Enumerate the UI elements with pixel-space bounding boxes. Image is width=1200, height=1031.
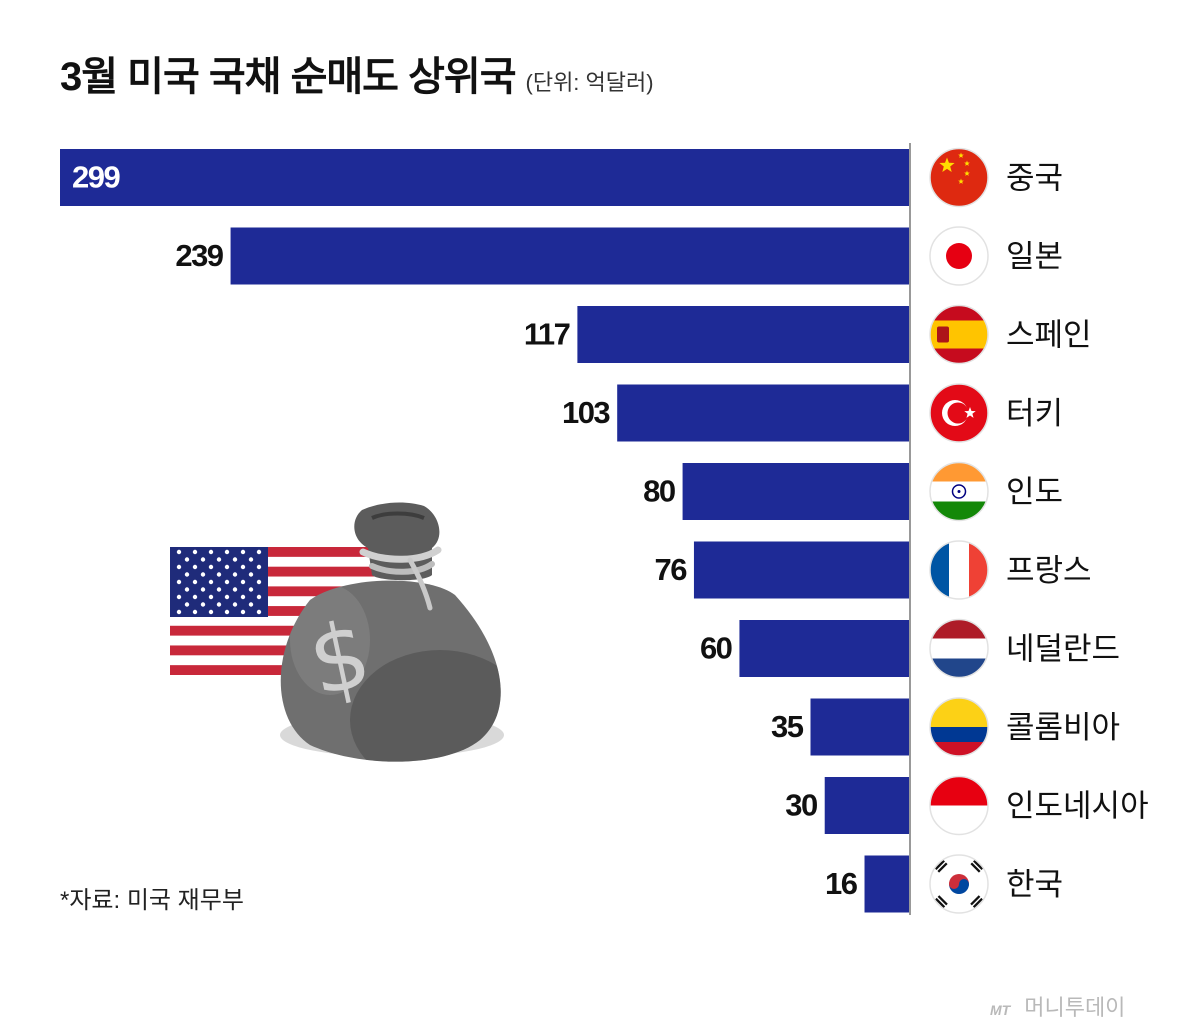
korea-flag: [929, 854, 989, 914]
country-label-6: 네덜란드: [1006, 632, 1120, 667]
france-flag: [929, 540, 989, 600]
indonesia-flag: [929, 775, 989, 836]
country-label-3: 터키: [1006, 396, 1063, 431]
country-label-2: 스페인: [1006, 318, 1092, 353]
source-note: *자료: 미국 재무부: [60, 887, 244, 914]
country-label-7: 콜롬비아: [1006, 710, 1120, 745]
india-flag: [929, 461, 989, 522]
bar-5: [693, 541, 910, 599]
value-label-7: 35: [771, 709, 804, 744]
value-label-0: 299: [72, 160, 120, 195]
netherlands-flag: [929, 618, 989, 679]
spain-flag: [929, 304, 989, 365]
bar-6: [739, 620, 910, 677]
country-label-9: 한국: [1006, 867, 1063, 902]
china-flag: [929, 147, 989, 208]
title-text: 3월 미국 국채 순매도 상위국: [60, 55, 516, 99]
watermark-name: 머니투데이: [1024, 995, 1126, 1020]
bar-7: [810, 698, 910, 756]
bar-2: [577, 306, 910, 363]
watermark: MT 머니투데이: [990, 990, 1125, 1022]
value-label-4: 80: [643, 474, 675, 509]
bar-4: [682, 463, 910, 520]
page-title: 3월 미국 국채 순매도 상위국 (단위: 억달러): [60, 44, 654, 102]
value-label-1: 239: [175, 238, 223, 273]
bar-3: [617, 384, 910, 442]
country-label-0: 중국: [1006, 161, 1063, 196]
money-bag-icon: $: [280, 502, 504, 762]
country-label-1: 일본: [1006, 239, 1063, 274]
value-label-8: 30: [785, 788, 817, 823]
watermark-brand: MT: [990, 1002, 1011, 1018]
value-label-6: 60: [700, 631, 732, 666]
bar-1: [230, 227, 911, 285]
country-label-4: 인도: [1006, 475, 1063, 510]
japan-flag: [929, 226, 989, 286]
bar-0: [60, 149, 910, 206]
bar-9: [864, 855, 910, 913]
value-label-9: 16: [825, 866, 858, 901]
country-label-8: 인도네시아: [1006, 789, 1149, 824]
turkey-flag: [929, 383, 989, 443]
value-label-2: 117: [524, 317, 570, 352]
unit-label: (단위: 억달러): [525, 70, 654, 95]
value-label-5: 76: [654, 552, 687, 587]
bar-8: [824, 777, 910, 834]
value-label-3: 103: [562, 395, 610, 430]
colombia-flag: [929, 697, 989, 757]
us-flag-and-money-bag: $: [170, 502, 504, 762]
country-label-5: 프랑스: [1006, 553, 1092, 588]
